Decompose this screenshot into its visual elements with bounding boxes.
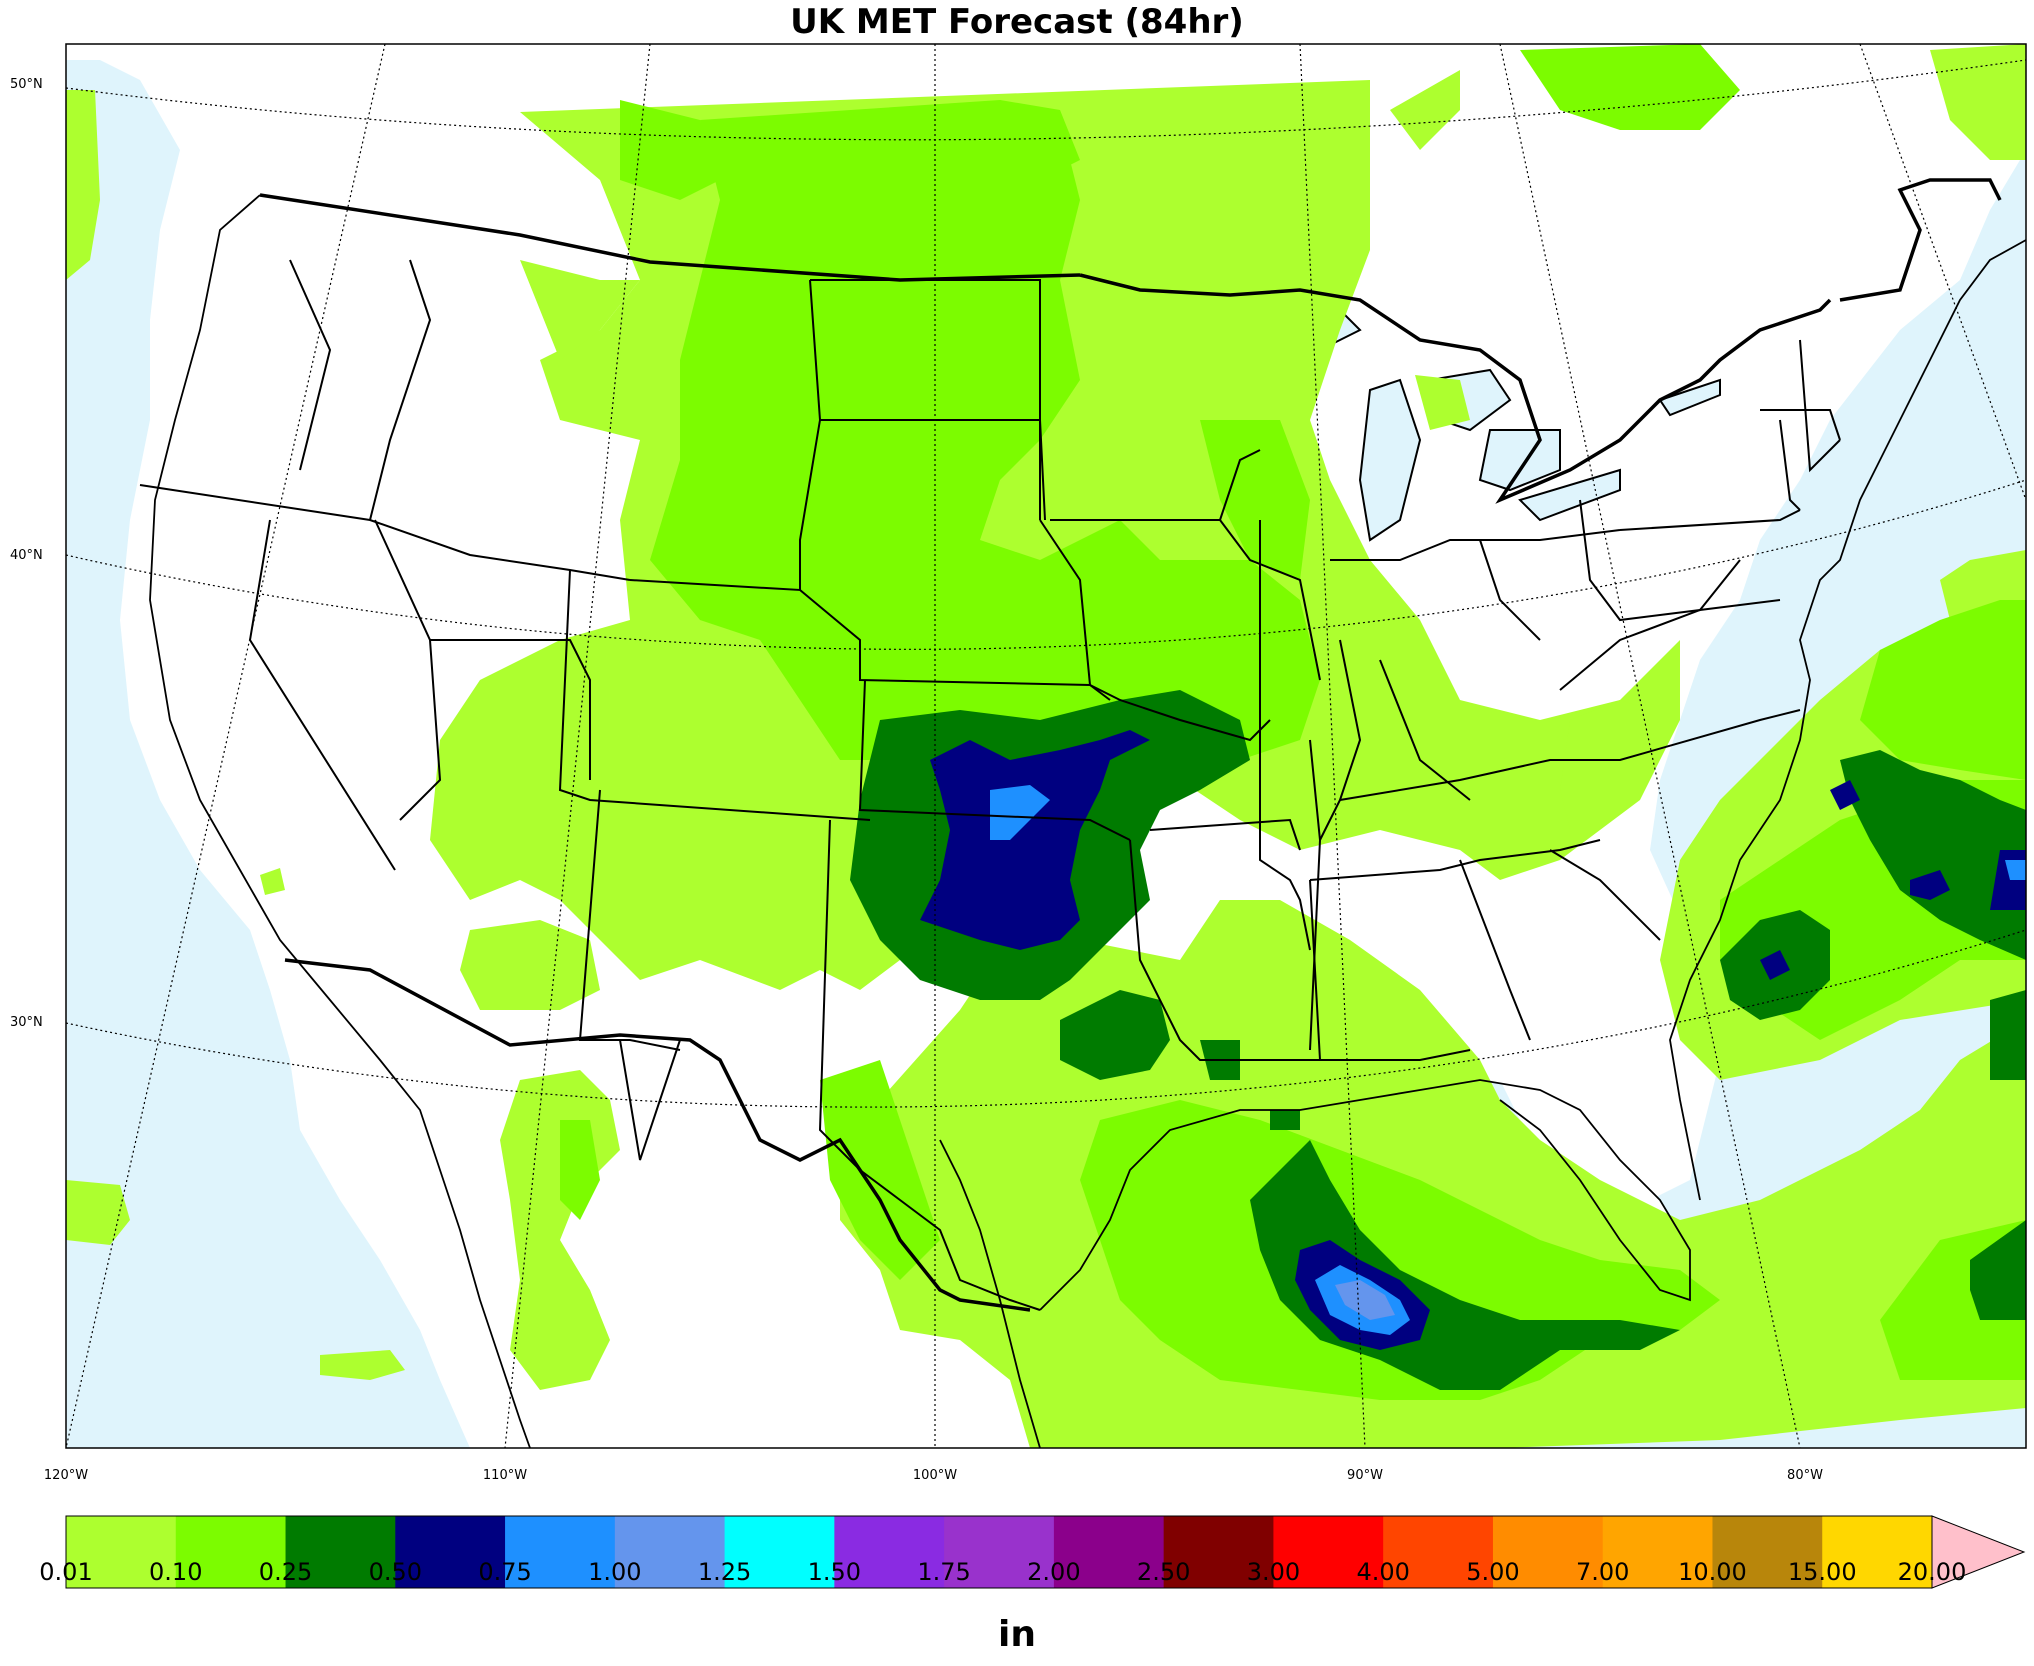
colorbar-tick-label: 5.00 [1466, 1558, 1520, 1586]
lat-label-40: 40°N [10, 548, 43, 563]
colorbar-tick-label: 1.50 [807, 1558, 862, 1586]
colorbar-tick-label: 0.25 [258, 1558, 313, 1586]
lon-label-90: 90°W [1347, 1468, 1383, 1483]
colorbar-segment [1492, 1516, 1604, 1588]
colorbar-segment [175, 1516, 287, 1588]
lon-label-120: 120°W [43, 1468, 89, 1483]
colorbar-tick-label: 0.10 [149, 1558, 203, 1586]
colorbar-tick-label: 0.50 [368, 1558, 422, 1586]
baja-peninsula [360, 970, 450, 1180]
colorbar-segment [1822, 1516, 1933, 1588]
colorbar-segment [944, 1516, 1055, 1588]
colorbar-tick-label: 20.00 [1897, 1558, 1967, 1586]
lon-label-110: 110°W [482, 1468, 528, 1483]
colorbar-tick-label: 10.00 [1678, 1558, 1747, 1586]
map-title: UK MET Forecast (84hr) [790, 2, 1244, 42]
lon-label-100: 100°W [912, 1468, 958, 1483]
colorbar-segment [614, 1516, 726, 1588]
colorbar-segment [66, 1516, 177, 1588]
colorbar-segment [395, 1516, 506, 1588]
coastlines [149, 194, 2027, 1449]
colorbar-tick-label: 1.75 [917, 1558, 971, 1586]
colorbar-segment [1053, 1516, 1165, 1588]
colorbar-tick-label: 0.01 [39, 1558, 93, 1586]
colorbar-segment [1602, 1516, 1713, 1588]
colorbar-tick-label: 1.00 [588, 1558, 642, 1586]
lat-label-50: 50°N [10, 77, 43, 92]
precip-1.00 [1335, 1280, 1395, 1320]
graticule [65, 43, 2027, 1449]
colorbar-tick-label: 3.00 [1246, 1558, 1301, 1586]
colorbar-tick-label: 2.00 [1027, 1558, 1081, 1586]
colorbar-tick-label: 7.00 [1575, 1558, 1630, 1586]
colorbar-segment [1383, 1516, 1494, 1588]
colorbar-tick-label: 4.00 [1356, 1558, 1410, 1586]
colorbar-tick-label: 0.75 [478, 1558, 532, 1586]
colorbar-segment [505, 1516, 616, 1588]
country-boundaries [259, 178, 2002, 1312]
colorbar-units: in [998, 1614, 1036, 1655]
colorbar-segment [285, 1516, 396, 1588]
lat-label-30: 30°N [10, 1015, 43, 1030]
colorbar-tick-label: 2.50 [1136, 1558, 1191, 1586]
colorbar-segment [1163, 1516, 1274, 1588]
colorbar [65, 1515, 2026, 1589]
colorbar-segment [834, 1516, 945, 1588]
lon-label-80: 80°W [1787, 1468, 1823, 1483]
state-boundaries [139, 259, 1841, 1311]
colorbar-tick-label: 1.25 [697, 1558, 752, 1586]
colorbar-segment [1712, 1516, 1823, 1588]
colorbar-tick-label: 15.00 [1787, 1558, 1857, 1586]
colorbar-frame [65, 1515, 1933, 1589]
colorbar-segment [1273, 1516, 1384, 1588]
map-frame [65, 43, 2027, 1449]
colorbar-segment [724, 1516, 835, 1588]
